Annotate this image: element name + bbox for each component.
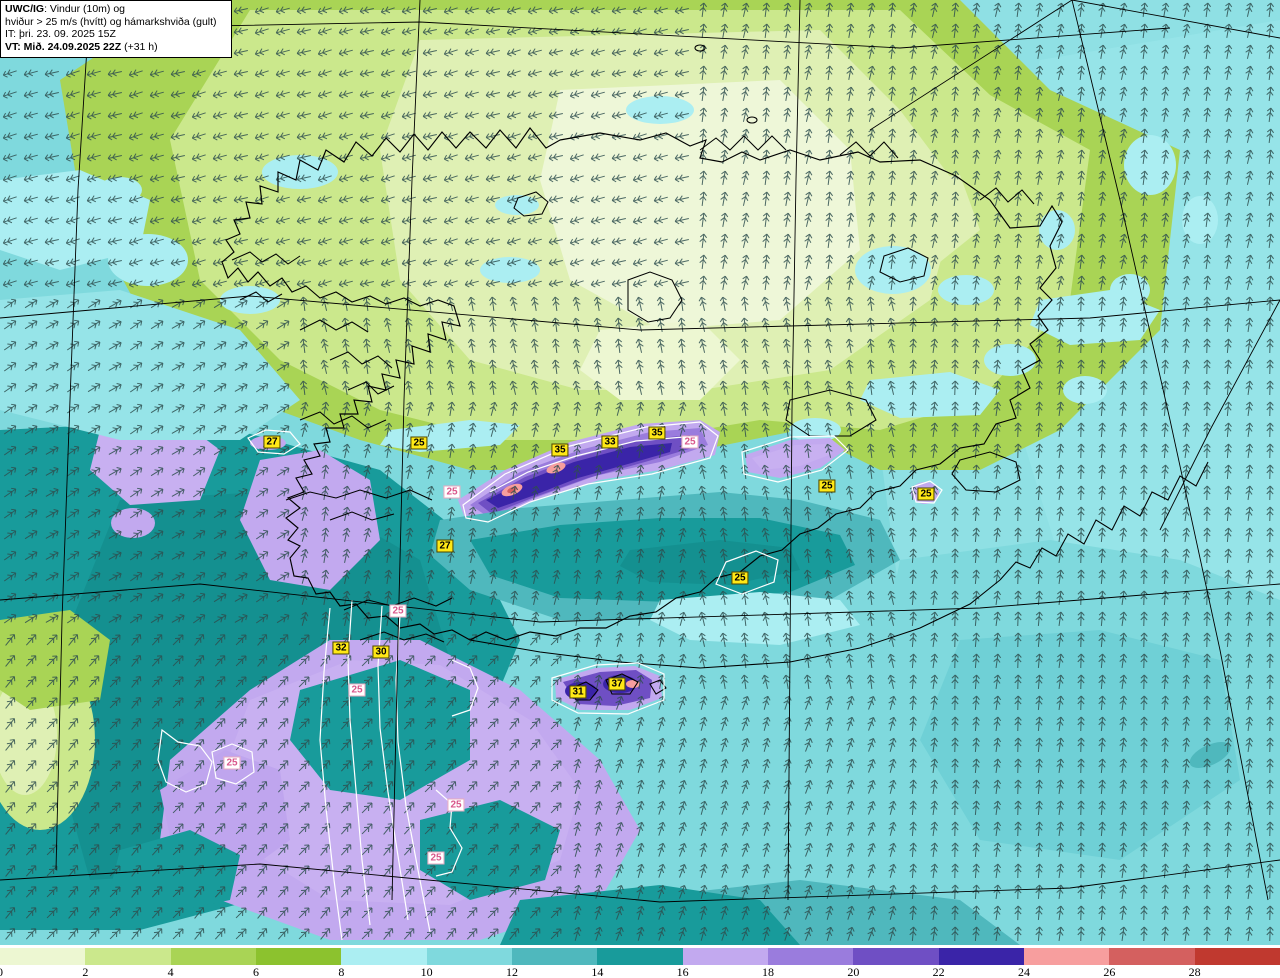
contour-25-sea-sw: 25 [223, 756, 241, 770]
wind-speed-colorbar[interactable]: 0 2 4 6 8 10 12 14 16 18 20 22 24 26 28 [0, 945, 1280, 978]
colorbar-band-8 [341, 948, 428, 965]
contour-25-reykjanes-w: 25 [389, 604, 407, 618]
colorbar-tick-20: 20 [847, 965, 859, 978]
gustband-22-24-ridge [486, 443, 672, 508]
contour-25-sea-s: 25 [447, 798, 465, 812]
colorbar-tick-24: 24 [1018, 965, 1030, 978]
gust-max-25-south-coast: 25 [731, 571, 749, 585]
colorbar-tick-12: 12 [506, 965, 518, 978]
colorbar-tick-2: 2 [82, 965, 88, 978]
field-patch-se-island [1189, 742, 1231, 768]
colorbar-band-20 [853, 948, 940, 965]
colorbar-tick-28: 28 [1189, 965, 1201, 978]
field-band-10-12-nw [0, 290, 300, 440]
gust-max-37-vestmann: 37 [608, 677, 626, 691]
legend-line-3: IT: þri. 23. 09. 2025 15Z [5, 28, 227, 41]
colorbar-band-12 [512, 948, 598, 965]
colorbar-tick-6: 6 [253, 965, 259, 978]
gust-max-25-reykjanes: 25 [410, 436, 428, 450]
field-band-6-8-w [0, 610, 110, 710]
contour-25-east-jokull: 25 [681, 435, 699, 449]
forecast-map[interactable]: 27 25 35 33 35 25 25 27 25 25 25 25 32 30 25 31 37 25 25 25 [0, 0, 1280, 945]
legend-valid-time: VT: Mið. 24.09.2025 22Z [5, 41, 121, 53]
field-band-0-2-interior [540, 80, 860, 330]
legend-line-1: UWC/IG: Vindur (10m) og [5, 3, 227, 16]
contour-25-sea-mid: 25 [348, 683, 366, 697]
legend-lead-time: (+31 h) [121, 41, 158, 53]
colorbar-band-26 [1109, 948, 1196, 965]
colorbar-tick-10: 10 [421, 965, 433, 978]
gustband-16-18-west-spot2 [111, 508, 155, 538]
map-legend-box: UWC/IG: Vindur (10m) og hviður > 25 m/s … [0, 0, 232, 58]
contour-25-south-west: 25 [443, 485, 461, 499]
gust-max-25-east: 25 [917, 487, 935, 501]
gust-max-32-sea-west: 32 [332, 641, 350, 655]
gust-max-30-sea-west: 30 [372, 645, 390, 659]
gust-max-35-oraefajokull: 35 [648, 426, 666, 440]
gust-core-24-26-b [546, 462, 566, 474]
field-band-8-10-nw [0, 170, 150, 270]
gust-max-35-hofsjokull: 35 [551, 443, 569, 457]
colorbar-tick-16: 16 [677, 965, 689, 978]
legend-param: : Vindur (10m) og [44, 3, 125, 15]
field-band-14-16-overlay3 [110, 830, 240, 915]
colorbar-tick-0: 0 [0, 965, 3, 978]
colorbar-band-14 [597, 948, 684, 965]
field-band-12-14-se [920, 630, 1240, 860]
gust-max-27-west: 27 [263, 435, 281, 449]
colorbar-tick-22: 22 [933, 965, 945, 978]
gust-max-27-snaefells: 27 [436, 539, 454, 553]
field-band-16-18-w2 [90, 420, 220, 505]
colorbar-band-6 [256, 948, 342, 965]
field-band-14-16-overlay2 [420, 800, 560, 900]
gust-max-31-vestmann: 31 [569, 685, 587, 699]
colorbar-tick-18: 18 [762, 965, 774, 978]
map-canvas[interactable] [0, 0, 1280, 945]
legend-line-4: VT: Mið. 24.09.2025 22Z (+31 h) [5, 41, 227, 54]
colorbar-bands [0, 948, 1280, 965]
colorbar-tick-8: 8 [338, 965, 344, 978]
colorbar-band-18 [768, 948, 854, 965]
gust-max-25-myrdals: 25 [818, 479, 836, 493]
legend-line-2: hviður > 25 m/s (hvítt) og hámarkshviða … [5, 16, 227, 29]
colorbar-tick-labels: 0 2 4 6 8 10 12 14 16 18 20 22 24 26 28 [0, 965, 1280, 978]
colorbar-tick-4: 4 [168, 965, 174, 978]
iceland-coastline [221, 44, 1209, 701]
colorbar-tick-26: 26 [1103, 965, 1115, 978]
legend-source: UWC/IG [5, 3, 44, 15]
colorbar-band-24 [1024, 948, 1110, 965]
colorbar-band-0 [0, 948, 86, 965]
contour-25-sea-s2: 25 [427, 851, 445, 865]
colorbar-band-28 [1194, 948, 1280, 965]
colorbar-tick-14: 14 [591, 965, 603, 978]
colorbar-band-4 [170, 948, 257, 965]
colorbar-band-16 [682, 948, 769, 965]
colorbar-band-22 [938, 948, 1025, 965]
gust-max-33-vatnajokull: 33 [601, 435, 619, 449]
colorbar-band-2 [85, 948, 172, 965]
colorbar-band-10 [426, 948, 513, 965]
